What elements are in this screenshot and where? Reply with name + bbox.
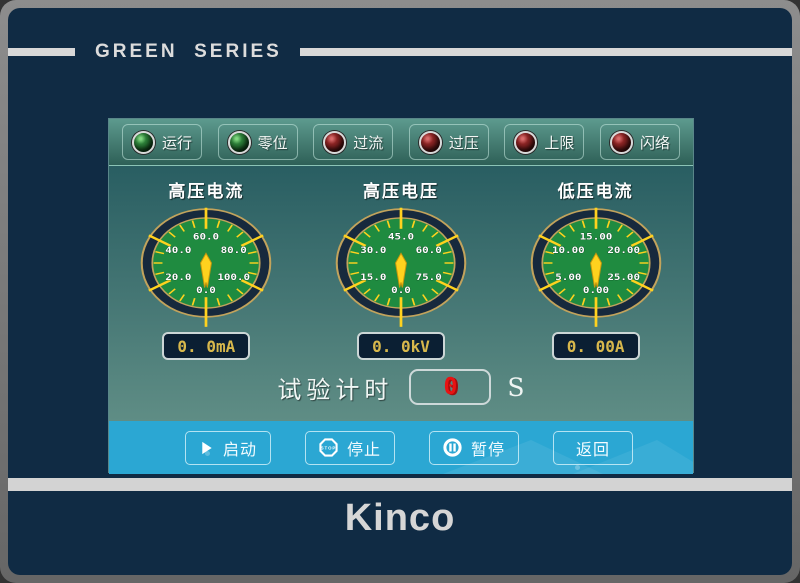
indicator-label: 上限 — [544, 133, 575, 152]
indicator-cell-0: 运行 — [122, 124, 203, 160]
indicator-label: 零位 — [257, 133, 288, 152]
indicator-cell-4: 上限 — [504, 124, 585, 160]
gauges-row: 高压电流 0.0 20.0 40.0 60.0 80.0 100.0 0. 0mA 高压电压… — [109, 166, 693, 361]
pause-button[interactable]: 暂停 — [429, 430, 520, 465]
indicator-label: 过流 — [353, 133, 384, 152]
button-label: 启动 — [222, 439, 257, 459]
timer-value-box[interactable]: 0 — [409, 369, 492, 405]
indicator-cell-3: 过压 — [408, 124, 489, 160]
play-icon — [202, 441, 212, 454]
indicator-cell-1: 零位 — [217, 124, 298, 160]
gauge-dial-1: 0.0 15.0 30.045.060.0 75.0 — [335, 207, 467, 327]
indicator-label: 闪络 — [639, 133, 670, 152]
indicator-cell-2: 过流 — [313, 124, 394, 160]
timer-unit: S — [507, 372, 525, 402]
gauge-value-display: 0. 0kV — [357, 332, 445, 360]
brand-logo: Kinco — [344, 497, 456, 539]
indicator-cell-5: 闪络 — [599, 124, 680, 160]
hmi-screen: 运行 零位 过流 过压 上限 闪络 高压电流 0.0 20.0 40.0 60.0 80.0 100… — [108, 118, 694, 474]
button-label: 返回 — [576, 439, 611, 459]
brand-bar-right — [299, 48, 792, 56]
svg-text:80.0: 80.0 — [221, 246, 247, 256]
stop-button[interactable]: STOP 停止 — [304, 430, 395, 465]
gauge-2: 低压电流 0.00 5.00 10.00 15.00 20.00 25.00 0. 00A — [498, 166, 693, 361]
main-panel: 高压电流 0.0 20.0 40.0 60.0 80.0 100.0 0. 0mA 高压电压… — [109, 166, 693, 421]
svg-text:10.00: 10.00 — [552, 246, 585, 256]
svg-text:45.0: 45.0 — [388, 232, 414, 242]
svg-text:5.00: 5.00 — [555, 273, 581, 283]
svg-text:0.00: 0.00 — [583, 286, 609, 296]
bezel-bottom-strip — [8, 478, 792, 491]
gauge-title: 高压电流 — [168, 182, 245, 202]
gauge-title: 高压电压 — [363, 182, 439, 202]
led-red-icon — [418, 130, 442, 154]
indicator-label: 过压 — [448, 133, 479, 152]
timer-value: 0 — [443, 374, 458, 400]
svg-text:15.00: 15.00 — [579, 232, 612, 242]
led-red-icon — [323, 130, 347, 154]
gauge-title: 低压电流 — [557, 182, 634, 202]
pause-icon — [443, 438, 462, 457]
brand-row: GREEN SERIES — [8, 41, 792, 62]
indicator-row: 运行 零位 过流 过压 上限 闪络 — [109, 119, 693, 166]
svg-text:100.0: 100.0 — [218, 273, 251, 283]
led-green-icon — [132, 130, 155, 154]
svg-text:0.0: 0.0 — [391, 286, 411, 296]
led-green-icon — [227, 130, 251, 154]
timer-label: 试验计时 — [277, 375, 394, 404]
svg-text:75.0: 75.0 — [416, 273, 442, 283]
led-red-icon — [609, 130, 633, 154]
svg-text:0.0: 0.0 — [197, 286, 217, 296]
led-red-icon — [514, 130, 538, 154]
gauge-1: 高压电压 0.0 15.0 30.0 45.0 60.0 75.0 0. 0kV — [304, 166, 499, 361]
gauge-0: 高压电流 0.0 20.0 40.0 60.0 80.0 100.0 0. 0mA — [109, 166, 304, 361]
gauge-dial-2: 0.005.00 10.00 15.00 20.00 25.00 — [530, 207, 661, 327]
svg-text:15.0: 15.0 — [360, 273, 386, 283]
svg-text:STOP: STOP — [321, 446, 337, 451]
gauge-dial-0: 0.0 20.0 40.060.080.0 100.0 — [141, 207, 272, 327]
gauge-needle — [200, 252, 213, 288]
svg-text:60.0: 60.0 — [416, 246, 442, 256]
brand-bar-left — [8, 48, 75, 56]
gauge-value-display: 0. 0mA — [162, 332, 251, 360]
svg-text:20.0: 20.0 — [166, 273, 192, 283]
svg-text:30.0: 30.0 — [360, 246, 386, 256]
gauge-needle — [395, 252, 407, 288]
brand-series-text: GREEN SERIES — [95, 41, 282, 62]
svg-text:60.0: 60.0 — [193, 232, 219, 242]
return-button[interactable]: 返回 — [553, 430, 634, 465]
svg-text:40.0: 40.0 — [166, 246, 192, 256]
stop-icon: STOP — [319, 438, 338, 457]
start-button[interactable]: 启动 — [184, 430, 271, 465]
svg-text:20.00: 20.00 — [607, 246, 640, 256]
timer-row: 试验计时 0 S — [109, 361, 693, 421]
toolbar-decoration-dots — [205, 451, 210, 456]
button-label: 暂停 — [471, 439, 506, 459]
gauge-value-display: 0. 00A — [551, 332, 640, 360]
toolbar: 启动 STOP 停止 暂停 返回 — [109, 421, 693, 474]
indicator-label: 运行 — [162, 133, 193, 152]
gauge-needle — [589, 252, 602, 288]
button-label: 停止 — [346, 439, 381, 459]
svg-text:25.00: 25.00 — [607, 273, 640, 283]
